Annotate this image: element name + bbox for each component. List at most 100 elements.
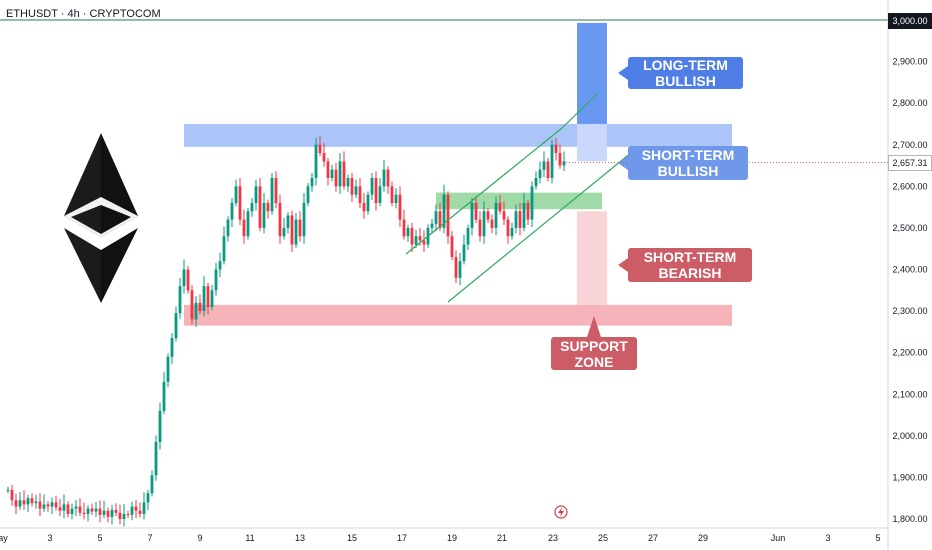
candle-body: [562, 161, 566, 166]
candle-body: [342, 161, 346, 187]
candle-body: [170, 338, 174, 357]
candle-body: [450, 236, 454, 258]
candle-body: [18, 500, 22, 507]
candle-body: [206, 286, 210, 307]
candle-body: [74, 506, 78, 509]
y-tick-label: 2,900.00: [892, 57, 927, 67]
candle-body: [274, 178, 278, 203]
candles: [6, 136, 566, 527]
callout-support-zone: SUPPORT ZONE: [551, 337, 637, 370]
candle-body: [42, 504, 46, 509]
candle-body: [382, 169, 386, 187]
candle-body: [102, 510, 106, 515]
candle-body: [114, 509, 118, 513]
symbol-title[interactable]: ETHUSDT · 4h · CRYPTOCOM: [6, 8, 161, 20]
candle-body: [354, 186, 358, 195]
eth-logo-mid-left: [71, 205, 101, 234]
channel-lower-line: [447, 151, 633, 303]
candle-body: [174, 313, 178, 339]
candle-body: [454, 257, 458, 278]
candle-body: [250, 202, 254, 212]
x-tick-label: 3: [825, 533, 830, 543]
y-tick-label: 1,900.00: [892, 472, 927, 482]
flash-event-glyph: [558, 507, 564, 517]
candle-body: [166, 356, 170, 382]
eth-logo-lower-left: [64, 228, 101, 303]
candle-body: [538, 169, 542, 179]
candle-body: [22, 500, 26, 505]
candle-body: [370, 178, 374, 195]
x-tick-label: 9: [197, 533, 202, 543]
candle-body: [222, 236, 226, 262]
price-axis[interactable]: 1,800.00 1,900.00 2,000.00 2,100.00 2,200.00…: [892, 57, 927, 524]
candle-body: [46, 504, 50, 507]
x-tick-label: 29: [698, 533, 708, 543]
candle-body: [286, 215, 290, 228]
y-tick-label: 2,600.00: [892, 181, 927, 191]
candle-body: [210, 290, 214, 307]
x-tick-label: 13: [295, 533, 305, 543]
last-price-label: 2,657.31: [888, 155, 932, 171]
candle-body: [194, 302, 198, 320]
eth-logo-lower-right: [101, 228, 138, 303]
candle-body: [82, 512, 86, 515]
x-tick-label: 5: [97, 533, 102, 543]
candle-body: [338, 161, 342, 187]
callout-pointer: [587, 316, 601, 337]
candle-body: [98, 508, 102, 515]
candle-body: [122, 514, 126, 519]
candle-body: [350, 178, 354, 195]
y-tick-label: 2,100.00: [892, 389, 927, 399]
candle-body: [14, 500, 18, 507]
candle-body: [30, 498, 34, 504]
candle-body: [106, 510, 110, 517]
candle-body: [366, 194, 370, 212]
callout-pointer: [618, 66, 628, 80]
time-axis[interactable]: ay 3 5 7 9 11 13 15 17 19 21 23 25 27 29 Jun 3 5: [0, 533, 881, 543]
candle-body: [302, 202, 306, 237]
candle-body: [178, 286, 182, 314]
candle-body: [482, 211, 486, 237]
candle-body: [290, 215, 294, 245]
green-box: [436, 192, 602, 210]
candle-body: [438, 211, 442, 228]
y-max-label: 3,000.00: [888, 13, 932, 29]
candle-body: [86, 508, 90, 515]
x-tick-label: 3: [47, 533, 52, 543]
candle-body: [542, 161, 546, 170]
callout-long-term-bullish: LONG-TERM BULLISH: [628, 57, 743, 89]
candle-body: [278, 202, 282, 237]
candle-body: [62, 504, 66, 511]
candle-body: [34, 501, 38, 504]
candle-body: [230, 202, 234, 220]
candle-body: [90, 508, 94, 512]
resistance-zone: [184, 123, 732, 147]
candle-body: [10, 489, 14, 501]
callout-pointer: [618, 258, 628, 272]
candle-body: [358, 186, 362, 203]
candle-body: [130, 506, 134, 515]
candle-body: [414, 236, 418, 245]
candle-body: [498, 202, 502, 212]
candle-body: [6, 489, 10, 491]
candle-body: [78, 506, 82, 513]
candle-body: [242, 219, 246, 237]
candle-body: [94, 508, 98, 512]
candle-body: [50, 502, 54, 507]
candle-body: [322, 153, 326, 162]
callout-short-term-bullish: SHORT-TERM BULLISH: [628, 146, 748, 180]
candle-body: [514, 211, 518, 228]
candle-body: [218, 261, 222, 270]
candle-body: [38, 501, 42, 509]
y-tick-label: 2,000.00: [892, 431, 927, 441]
candle-body: [202, 286, 206, 312]
candle-body: [282, 227, 286, 237]
x-tick-label: 17: [397, 533, 407, 543]
candle-body: [146, 493, 150, 503]
candle-body: [150, 475, 154, 494]
candle-body: [326, 161, 330, 179]
candle-body: [430, 223, 434, 228]
candle-body: [238, 186, 242, 220]
candle-body: [518, 211, 522, 228]
